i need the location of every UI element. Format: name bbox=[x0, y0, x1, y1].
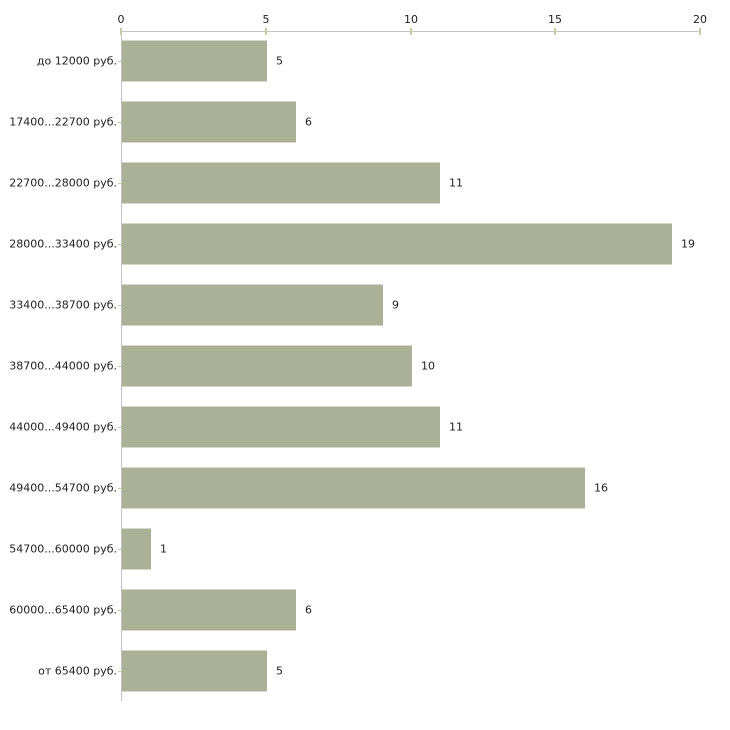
bar bbox=[122, 40, 267, 81]
x-axis-tick-label: 5 bbox=[262, 13, 270, 26]
category-label: 54700...60000 руб. bbox=[9, 542, 117, 555]
category-label: 33400...38700 руб. bbox=[9, 298, 117, 311]
bar-row: от 65400 руб. 5 bbox=[0, 640, 730, 701]
y-axis-tick bbox=[118, 121, 122, 123]
bar-row: 28000...33400 руб. 19 bbox=[0, 213, 730, 274]
x-axis-tick bbox=[699, 28, 701, 35]
x-axis-tick bbox=[265, 28, 267, 35]
value-label: 1 bbox=[160, 542, 167, 555]
bar-row: до 12000 руб. 5 bbox=[0, 30, 730, 91]
category-label: до 12000 руб. bbox=[36, 54, 117, 67]
bar bbox=[122, 406, 440, 447]
category-label: 44000...49400 руб. bbox=[9, 420, 117, 433]
bar bbox=[122, 345, 412, 386]
x-axis-tick-label: 0 bbox=[117, 13, 125, 26]
y-axis-tick bbox=[118, 670, 122, 672]
bar-row: 60000...65400 руб. 6 bbox=[0, 579, 730, 640]
category-label: 60000...65400 руб. bbox=[9, 603, 117, 616]
y-axis-tick bbox=[118, 60, 122, 62]
y-axis-tick bbox=[118, 426, 122, 428]
bar-row: 17400...22700 руб. 6 bbox=[0, 91, 730, 152]
x-axis-tick-label: 15 bbox=[548, 13, 562, 26]
bar bbox=[122, 650, 267, 691]
x-axis-tick-label: 10 bbox=[404, 13, 418, 26]
value-label: 6 bbox=[305, 115, 312, 128]
bar-row: 22700...28000 руб. 11 bbox=[0, 152, 730, 213]
x-axis-tick-label: 20 bbox=[693, 13, 707, 26]
value-label: 11 bbox=[449, 420, 463, 433]
bar bbox=[122, 589, 296, 630]
bar bbox=[122, 284, 383, 325]
value-label: 9 bbox=[392, 298, 399, 311]
bar bbox=[122, 162, 440, 203]
bar-row: 44000...49400 руб. 11 bbox=[0, 396, 730, 457]
value-label: 10 bbox=[421, 359, 435, 372]
category-label: 49400...54700 руб. bbox=[9, 481, 117, 494]
bar-row: 38700...44000 руб. 10 bbox=[0, 335, 730, 396]
bar bbox=[122, 528, 151, 569]
y-axis-tick bbox=[118, 487, 122, 489]
x-axis-tick bbox=[554, 28, 556, 35]
bar bbox=[122, 223, 672, 264]
bar bbox=[122, 467, 585, 508]
value-label: 11 bbox=[449, 176, 463, 189]
category-label: 17400...22700 руб. bbox=[9, 115, 117, 128]
x-axis-tick bbox=[410, 28, 412, 35]
bar-row: 33400...38700 руб. 9 bbox=[0, 274, 730, 335]
x-axis-tick bbox=[120, 28, 122, 35]
y-axis-tick bbox=[118, 182, 122, 184]
value-label: 5 bbox=[276, 54, 283, 67]
category-label: 28000...33400 руб. bbox=[9, 237, 117, 250]
y-axis-tick bbox=[118, 548, 122, 550]
y-axis-tick bbox=[118, 609, 122, 611]
category-label: 38700...44000 руб. bbox=[9, 359, 117, 372]
bar-row: 49400...54700 руб. 16 bbox=[0, 457, 730, 518]
category-label: 22700...28000 руб. bbox=[9, 176, 117, 189]
y-axis-tick bbox=[118, 304, 122, 306]
bar-row: 54700...60000 руб. 1 bbox=[0, 518, 730, 579]
value-label: 5 bbox=[276, 664, 283, 677]
value-label: 6 bbox=[305, 603, 312, 616]
y-axis-tick bbox=[118, 243, 122, 245]
bar bbox=[122, 101, 296, 142]
category-label: от 65400 руб. bbox=[38, 664, 117, 677]
value-label: 19 bbox=[681, 237, 695, 250]
y-axis-tick bbox=[118, 365, 122, 367]
value-label: 16 bbox=[594, 481, 608, 494]
